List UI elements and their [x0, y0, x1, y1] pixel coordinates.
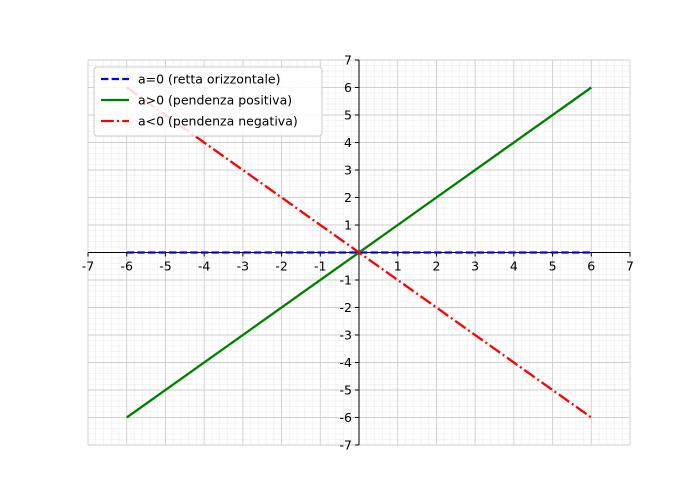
- y-tick-label: -5: [340, 383, 352, 398]
- x-tick-label: -6: [120, 259, 133, 274]
- legend-box: [93, 66, 323, 137]
- y-tick-label: -3: [340, 328, 352, 343]
- y-tick-label: -1: [340, 273, 352, 288]
- y-tick-label: -4: [340, 355, 353, 370]
- y-tick-label: -2: [340, 300, 352, 315]
- series-line-3: [126, 86, 592, 419]
- y-tick-label: 6: [344, 80, 352, 95]
- x-tick-label: 6: [587, 259, 595, 274]
- y-tick-label: 3: [344, 163, 352, 178]
- legend-label-1: a=0 (retta orizzontale): [138, 72, 280, 87]
- y-tick-label: 5: [344, 108, 352, 123]
- legend: a=0 (retta orizzontale) a>0 (pendenza pos…: [93, 66, 323, 137]
- x-tick-label: 1: [394, 259, 402, 274]
- x-tick-label: 2: [432, 259, 440, 274]
- x-tick-label: -1: [314, 259, 326, 274]
- x-tick-label: 5: [549, 259, 557, 274]
- x-tick-label: -7: [82, 259, 94, 274]
- x-tick-label: 7: [626, 259, 634, 274]
- y-tick-label: -7: [340, 438, 352, 453]
- y-tick-label: -6: [340, 410, 353, 425]
- legend-label-3: a<0 (pendenza negativa): [138, 114, 298, 129]
- x-tick-label: -2: [275, 259, 287, 274]
- y-tick-label: 7: [344, 53, 352, 68]
- series-group: [126, 86, 592, 419]
- x-tick-label: 4: [510, 259, 518, 274]
- y-tick-label: 4: [344, 135, 352, 150]
- x-tick-label: -3: [237, 259, 249, 274]
- x-tick-label: 3: [471, 259, 479, 274]
- x-tick-label: -5: [159, 259, 171, 274]
- y-tick-label: 1: [344, 218, 352, 233]
- y-tick-label: 2: [344, 190, 352, 205]
- x-tick-label: -4: [198, 259, 211, 274]
- legend-label-2: a>0 (pendenza positiva): [138, 93, 292, 108]
